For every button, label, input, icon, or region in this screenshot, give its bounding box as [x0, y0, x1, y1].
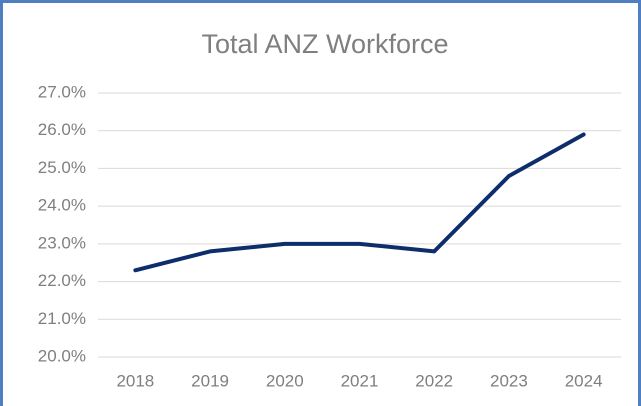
x-tick-label: 2020	[266, 371, 304, 390]
y-tick-label: 22.0%	[38, 271, 86, 290]
y-tick-label: 24.0%	[38, 196, 86, 215]
x-tick-label: 2022	[415, 371, 453, 390]
y-tick-label: 20.0%	[38, 346, 86, 365]
y-tick-label: 27.0%	[38, 82, 86, 101]
line	[133, 132, 586, 273]
x-tick-label: 2024	[565, 371, 603, 390]
x-tick-label: 2023	[490, 371, 528, 390]
x-tick-label: 2019	[191, 371, 229, 390]
x-tick-label: 2021	[341, 371, 379, 390]
y-tick-label: 21.0%	[38, 309, 86, 328]
y-tick-label: 25.0%	[38, 158, 86, 177]
y-tick-label: 26.0%	[38, 120, 86, 139]
x-tick-label: 2018	[116, 371, 154, 390]
chart-title: Total ANZ Workforce	[201, 29, 448, 59]
y-tick-label: 23.0%	[38, 233, 86, 252]
